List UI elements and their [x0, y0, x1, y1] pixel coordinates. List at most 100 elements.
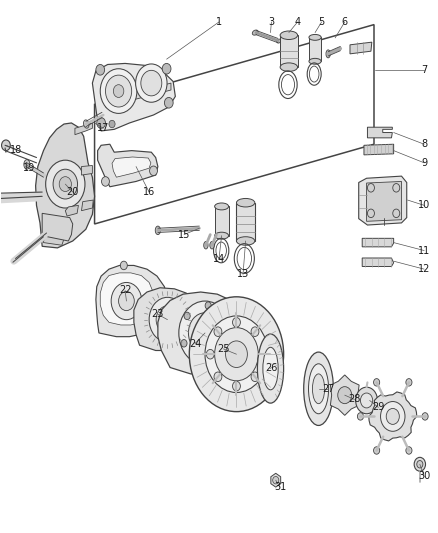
- Text: 3: 3: [268, 17, 275, 27]
- Circle shape: [197, 324, 213, 343]
- Ellipse shape: [312, 374, 325, 403]
- Circle shape: [214, 327, 222, 336]
- Text: 16: 16: [143, 187, 155, 197]
- Polygon shape: [158, 292, 251, 374]
- Circle shape: [120, 261, 127, 270]
- Text: 7: 7: [421, 65, 427, 75]
- Circle shape: [164, 98, 173, 108]
- Circle shape: [188, 313, 222, 353]
- Circle shape: [189, 297, 284, 411]
- Ellipse shape: [252, 30, 258, 35]
- Text: 10: 10: [418, 200, 430, 211]
- Circle shape: [199, 357, 205, 364]
- Polygon shape: [81, 165, 92, 175]
- Text: 14: 14: [213, 254, 225, 263]
- Polygon shape: [359, 176, 407, 225]
- Text: 20: 20: [67, 187, 79, 197]
- Polygon shape: [92, 63, 175, 131]
- Polygon shape: [134, 288, 201, 351]
- Polygon shape: [106, 83, 171, 107]
- Text: 25: 25: [217, 344, 230, 354]
- Circle shape: [113, 85, 124, 98]
- Text: 8: 8: [421, 139, 427, 149]
- Ellipse shape: [215, 232, 229, 239]
- Text: 18: 18: [10, 144, 22, 155]
- Text: 28: 28: [348, 394, 360, 405]
- Circle shape: [2, 140, 11, 151]
- Text: 31: 31: [274, 482, 286, 492]
- Ellipse shape: [237, 237, 255, 245]
- Polygon shape: [75, 123, 92, 135]
- Ellipse shape: [210, 241, 214, 249]
- Circle shape: [184, 312, 190, 320]
- Circle shape: [406, 378, 412, 386]
- Circle shape: [259, 350, 267, 359]
- Ellipse shape: [277, 39, 281, 43]
- Text: 24: 24: [189, 338, 201, 349]
- Circle shape: [141, 70, 162, 96]
- Ellipse shape: [309, 59, 321, 64]
- Text: 13: 13: [237, 270, 249, 279]
- Circle shape: [422, 413, 428, 420]
- Text: 12: 12: [418, 264, 431, 274]
- Circle shape: [205, 316, 268, 392]
- Text: 17: 17: [97, 123, 110, 133]
- Ellipse shape: [155, 226, 160, 235]
- Polygon shape: [369, 392, 417, 441]
- Bar: [280, 35, 297, 67]
- Circle shape: [150, 166, 157, 175]
- Circle shape: [414, 457, 426, 471]
- Polygon shape: [362, 238, 394, 247]
- Circle shape: [119, 292, 134, 311]
- Text: 27: 27: [322, 384, 334, 394]
- Text: 29: 29: [372, 402, 385, 413]
- Polygon shape: [112, 157, 151, 177]
- Circle shape: [381, 401, 405, 431]
- Ellipse shape: [263, 348, 278, 390]
- Polygon shape: [364, 144, 394, 155]
- Polygon shape: [96, 265, 167, 337]
- Ellipse shape: [237, 198, 255, 207]
- Circle shape: [111, 282, 142, 320]
- Polygon shape: [367, 181, 402, 221]
- Circle shape: [96, 64, 105, 75]
- Circle shape: [360, 393, 373, 408]
- Text: 15: 15: [178, 230, 190, 240]
- Ellipse shape: [309, 35, 321, 41]
- Circle shape: [233, 318, 240, 327]
- Ellipse shape: [84, 120, 89, 128]
- Bar: [215, 206, 229, 236]
- Polygon shape: [362, 258, 394, 266]
- Circle shape: [374, 447, 380, 454]
- Circle shape: [220, 346, 226, 354]
- Text: 19: 19: [23, 163, 35, 173]
- Circle shape: [233, 381, 240, 391]
- Circle shape: [205, 302, 211, 309]
- Circle shape: [356, 387, 378, 414]
- Circle shape: [386, 408, 399, 424]
- Circle shape: [109, 120, 115, 128]
- Polygon shape: [350, 42, 372, 54]
- Ellipse shape: [304, 352, 333, 425]
- Text: 9: 9: [421, 158, 427, 168]
- Circle shape: [162, 313, 173, 327]
- Circle shape: [53, 169, 78, 199]
- Text: 6: 6: [342, 17, 348, 27]
- Ellipse shape: [24, 160, 30, 169]
- Polygon shape: [330, 375, 359, 415]
- Polygon shape: [65, 205, 78, 216]
- Circle shape: [46, 160, 85, 208]
- Ellipse shape: [308, 364, 328, 414]
- Circle shape: [226, 341, 247, 368]
- Text: 1: 1: [216, 17, 222, 27]
- Polygon shape: [100, 273, 153, 325]
- Text: 5: 5: [318, 17, 325, 27]
- Circle shape: [97, 118, 106, 128]
- Circle shape: [223, 319, 229, 326]
- Circle shape: [100, 69, 137, 114]
- Circle shape: [206, 350, 214, 359]
- Circle shape: [136, 64, 167, 102]
- Polygon shape: [43, 236, 64, 245]
- Circle shape: [417, 461, 423, 468]
- Circle shape: [162, 63, 171, 74]
